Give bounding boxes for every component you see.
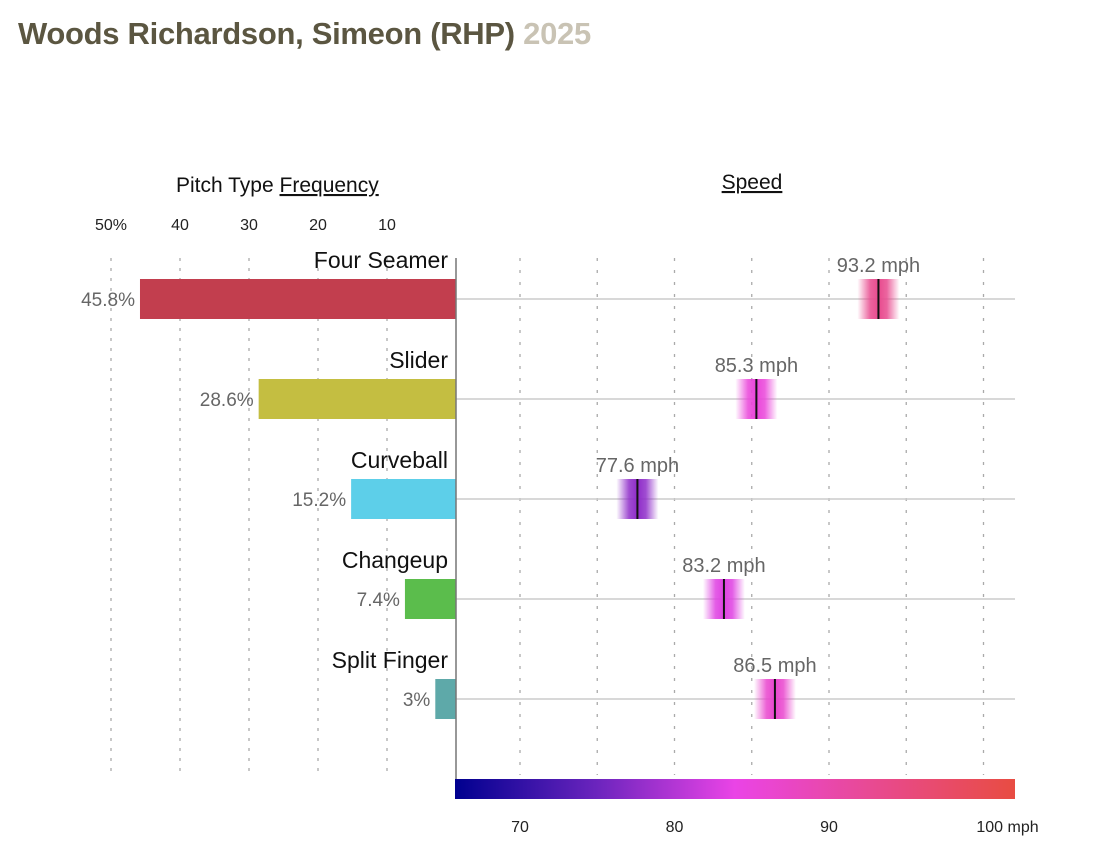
frequency-title: Pitch Type Frequency <box>176 174 379 197</box>
frequency-title-link[interactable]: Frequency <box>280 174 380 197</box>
frequency-value-label: 15.2% <box>292 490 346 511</box>
frequency-tick-label: 50% <box>95 217 127 234</box>
frequency-tick-label: 30 <box>240 217 258 234</box>
speed-value-label: 83.2 mph <box>682 555 765 577</box>
frequency-tick-label: 20 <box>309 217 327 234</box>
pitch-type-label: Changeup <box>342 547 448 573</box>
frequency-tick-label: 40 <box>171 217 189 234</box>
frequency-title-prefix: Pitch Type <box>176 174 280 197</box>
speed-colorbar <box>455 779 1015 799</box>
frequency-value-label: 28.6% <box>200 390 254 411</box>
pitch-type-label: Four Seamer <box>314 247 449 273</box>
frequency-bar <box>435 679 456 719</box>
speed-value-label: 86.5 mph <box>733 655 816 677</box>
frequency-bar <box>404 579 456 619</box>
speed-value-label: 85.3 mph <box>715 355 798 377</box>
frequency-value-label: 45.8% <box>81 290 135 311</box>
pitch-type-label: Curveball <box>351 447 448 473</box>
frequency-bar <box>351 479 456 519</box>
page-title: Woods Richardson, Simeon (RHP) 2025 <box>18 16 591 52</box>
frequency-tick-label: 10 <box>378 217 396 234</box>
frequency-value-label: 3% <box>403 690 431 711</box>
frequency-bar <box>258 379 456 419</box>
speed-tick-label: 70 <box>511 819 529 836</box>
speed-tick-label: 90 <box>820 819 838 836</box>
player-name: Woods Richardson, Simeon (RHP) <box>18 16 515 51</box>
pitch-type-label: Split Finger <box>332 647 449 673</box>
speed-tick-label: 100 mph <box>976 819 1038 836</box>
season-year: 2025 <box>523 16 591 51</box>
frequency-bar <box>139 279 457 319</box>
speed-title[interactable]: Speed <box>722 171 783 194</box>
speed-value-label: 93.2 mph <box>837 255 920 277</box>
speed-tick-label: 80 <box>666 819 684 836</box>
pitch-type-label: Slider <box>389 347 448 373</box>
frequency-value-label: 7.4% <box>357 590 400 611</box>
speed-value-label: 77.6 mph <box>596 455 679 477</box>
